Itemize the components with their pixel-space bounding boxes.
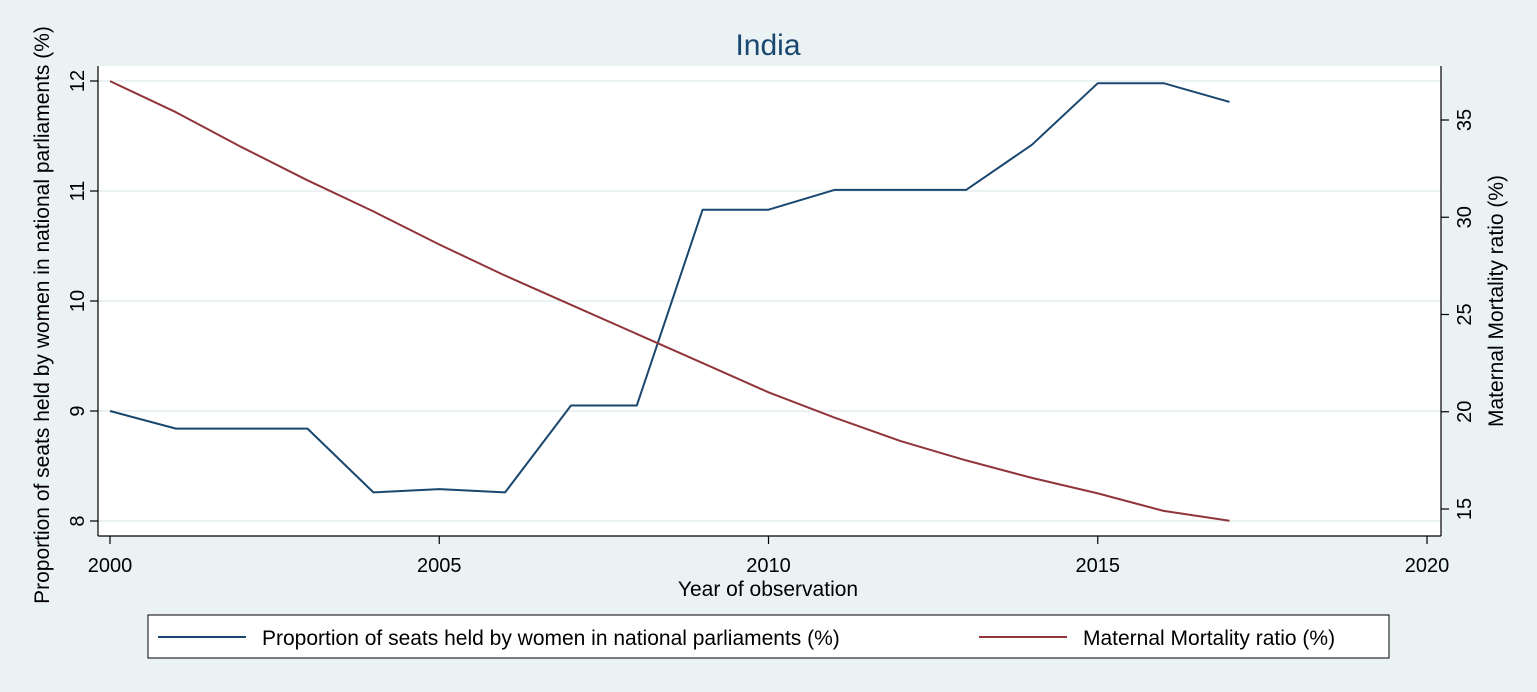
y-axis-right-title: Maternal Mortality ratio (%): [1485, 175, 1508, 427]
legend-box: [147, 614, 1390, 659]
y-right-tick-label: 15: [1454, 498, 1476, 520]
y-left-tick-label: 11: [67, 181, 89, 202]
y-right-tick-label: 30: [1454, 206, 1476, 228]
x-tick-label: 2015: [1076, 555, 1121, 577]
y-right-tick-label: 20: [1454, 401, 1476, 423]
x-tick-label: 2005: [417, 555, 462, 577]
chart-title: India: [735, 29, 800, 62]
x-axis-title: Year of observation: [678, 578, 858, 601]
legend-label-parliament: Proportion of seats held by women in nat…: [262, 627, 840, 650]
series-line-maternal-mortality: [109, 80, 1230, 522]
y-right-tick-label: 25: [1454, 303, 1476, 325]
x-tick-label: 2010: [746, 555, 791, 577]
y-right-tick-label: 35: [1454, 109, 1476, 131]
y-left-tick-label: 9: [67, 405, 89, 416]
y-left-tick-label: 10: [67, 290, 89, 312]
x-tick-label: 2000: [88, 555, 133, 577]
series-line-parliament-seats: [109, 82, 1230, 494]
legend: Proportion of seats held by women in nat…: [147, 614, 1390, 659]
y-left-tick-label: 8: [67, 515, 89, 526]
y-left-tick-label: 12: [67, 70, 89, 92]
x-tick-label: 2020: [1405, 555, 1450, 577]
legend-label-mortality: Maternal Mortality ratio (%): [1083, 627, 1335, 650]
y-axis-left-title: Proportion of seats held by women in nat…: [31, 26, 54, 604]
